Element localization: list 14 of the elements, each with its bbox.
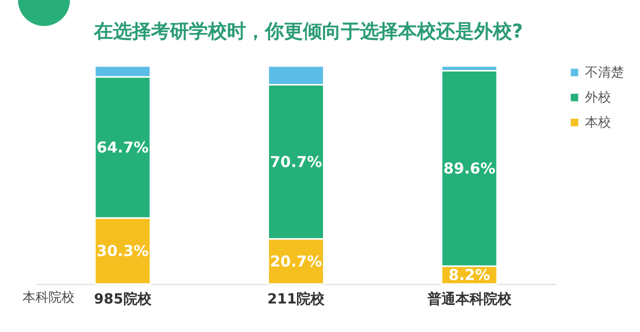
chart-title: 在选择考研学校时，你更倾向于选择本校还是外校? [93,20,524,42]
x-axis-title: 本科院校 [22,290,74,306]
data-label: 70.7% [270,152,322,171]
data-label: 64.7% [96,138,149,156]
x-tick-label: 普通本科院校 [426,290,512,308]
legend-label: 外校 [585,90,611,106]
x-tick-label: 985院校 [94,290,152,308]
legend-label: 本校 [585,116,611,130]
x-tick-label: 211院校 [267,290,326,308]
data-label: 30.3% [96,242,149,260]
data-label: 20.7% [270,252,322,270]
data-label: 8.2% [448,266,490,284]
legend-label: 不清楚 [585,66,624,80]
data-label: 89.6% [443,159,496,178]
